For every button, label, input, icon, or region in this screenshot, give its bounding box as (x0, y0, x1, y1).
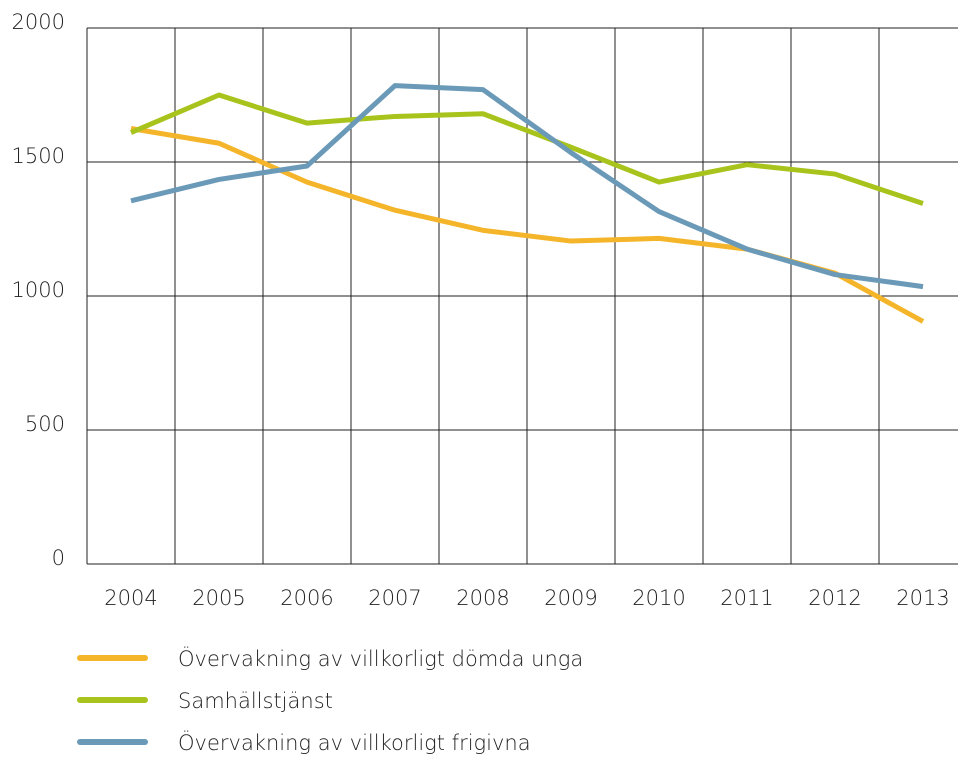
x-tick-label: 2009 (544, 586, 597, 610)
x-tick-label: 2008 (456, 586, 509, 610)
series-line (130, 92, 924, 206)
x-tick-label: 2013 (896, 586, 949, 610)
y-tick-label: 1500 (12, 144, 65, 168)
x-tick-label: 2007 (368, 586, 421, 610)
x-tick-label: 2010 (632, 586, 685, 610)
y-tick-label: 0 (52, 546, 65, 570)
y-tick-label: 1000 (12, 278, 65, 302)
x-tick-label: 2012 (808, 586, 861, 610)
legend-label: Samhällstjänst (178, 689, 333, 713)
x-tick-label: 2011 (720, 586, 773, 610)
x-tick-label: 2004 (104, 586, 157, 610)
y-tick-label: 500 (25, 412, 65, 436)
y-tick-label: 2000 (12, 10, 65, 34)
legend-label: Övervakning av villkorligt frigivna (178, 729, 531, 755)
legend-label: Övervakning av villkorligt dömda unga (178, 645, 583, 671)
x-tick-label: 2006 (280, 586, 333, 610)
series-line (130, 83, 924, 290)
x-tick-label: 2005 (192, 586, 245, 610)
